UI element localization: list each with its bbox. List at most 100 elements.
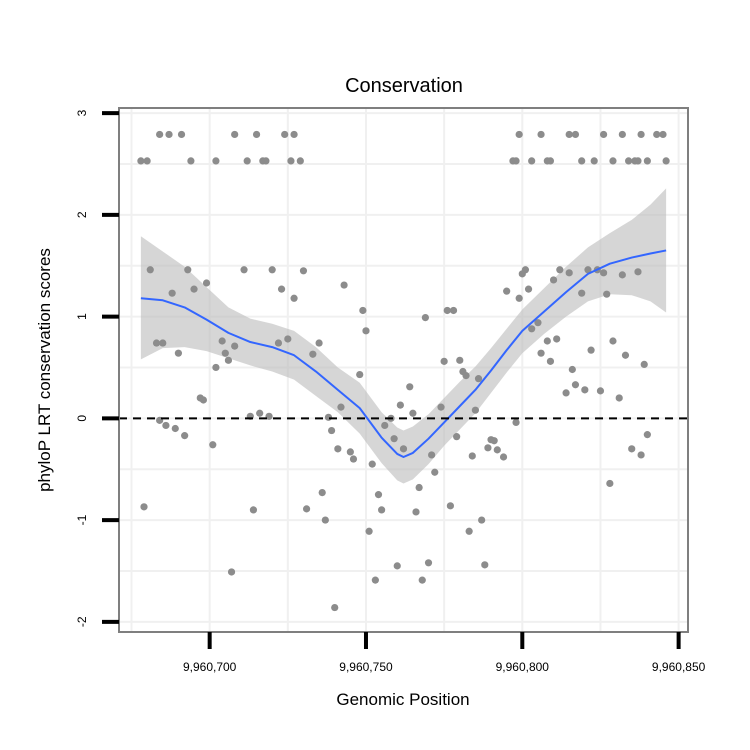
data-point [537, 130, 545, 139]
data-point [471, 406, 480, 414]
data-point [415, 483, 423, 492]
data-point [490, 437, 498, 445]
panel-border [118, 107, 689, 633]
data-point [546, 357, 555, 365]
data-point [515, 130, 523, 139]
data-point [618, 130, 626, 139]
data-point [302, 505, 311, 513]
data-point [624, 157, 633, 165]
data-point [181, 432, 189, 440]
data-point [159, 339, 167, 347]
data-point [190, 285, 198, 293]
data-point [268, 266, 276, 274]
data-point [437, 403, 445, 411]
data-point [512, 157, 520, 165]
data-point [212, 157, 220, 165]
data-point [290, 130, 298, 139]
x-tick-label: 9,960,850 [652, 660, 706, 674]
data-point [493, 446, 501, 454]
x-tick-label: 9,960,800 [496, 660, 550, 674]
data-point [578, 157, 586, 165]
data-point [634, 157, 642, 165]
data-point [406, 383, 414, 391]
data-point [265, 412, 273, 420]
data-point [165, 130, 173, 139]
data-point [412, 508, 420, 516]
data-point [374, 491, 383, 499]
data-point [581, 386, 589, 394]
data-point [637, 130, 645, 139]
data-point [634, 268, 642, 276]
data-point [409, 409, 417, 417]
data-point [628, 445, 636, 453]
data-point [499, 453, 508, 461]
data-point [528, 157, 536, 165]
data-point [424, 559, 433, 567]
data-point [524, 285, 533, 293]
data-point [334, 445, 342, 453]
data-point [571, 130, 580, 139]
data-points [137, 130, 670, 612]
data-point [640, 360, 648, 369]
data-point [465, 527, 473, 535]
data-point [221, 349, 229, 357]
data-point [243, 157, 251, 165]
data-point [399, 445, 408, 453]
data-point [277, 285, 286, 293]
data-point [568, 365, 576, 374]
data-point [146, 266, 154, 274]
data-point [534, 319, 542, 327]
data-point [324, 413, 333, 421]
data-point [359, 306, 367, 315]
y-tick-label: -1 [75, 514, 89, 525]
data-point [356, 370, 364, 379]
data-point [515, 294, 523, 302]
data-point [481, 561, 489, 569]
data-point [171, 424, 179, 433]
data-point [468, 452, 476, 460]
data-point [168, 289, 176, 297]
smooth-line-group [140, 249, 667, 458]
y-axis-title: phyloP LRT conservation scores [35, 248, 54, 492]
data-point [662, 157, 670, 165]
data-point [621, 351, 630, 359]
data-point [453, 433, 461, 441]
data-point [478, 516, 486, 524]
data-point [340, 281, 348, 289]
data-point [381, 421, 389, 430]
data-point [528, 325, 536, 333]
data-point [177, 130, 186, 139]
data-point [290, 294, 298, 302]
data-point [462, 371, 470, 380]
data-point [603, 290, 611, 298]
data-point [449, 306, 458, 315]
data-point [368, 460, 376, 468]
data-point [349, 455, 358, 463]
data-point [446, 502, 454, 510]
data-point [240, 266, 248, 274]
data-point [615, 394, 623, 402]
x-tick-label: 9,960,700 [183, 660, 237, 674]
data-point [596, 387, 605, 395]
data-point [543, 337, 551, 345]
data-point [371, 576, 379, 584]
data-point [187, 157, 195, 165]
data-point [137, 157, 145, 165]
data-point [143, 157, 151, 165]
data-point [553, 335, 561, 343]
data-point [184, 266, 192, 274]
data-point [390, 435, 398, 443]
data-point [231, 130, 239, 139]
data-point [152, 339, 161, 347]
data-point [299, 267, 308, 275]
data-point [503, 287, 511, 295]
y-axis: -2 -1 0 1 2 3 [75, 109, 119, 627]
data-point [549, 276, 558, 284]
data-point [578, 289, 586, 297]
data-point [590, 157, 598, 165]
data-point [556, 266, 564, 274]
data-point [249, 506, 258, 514]
data-point [281, 130, 289, 139]
